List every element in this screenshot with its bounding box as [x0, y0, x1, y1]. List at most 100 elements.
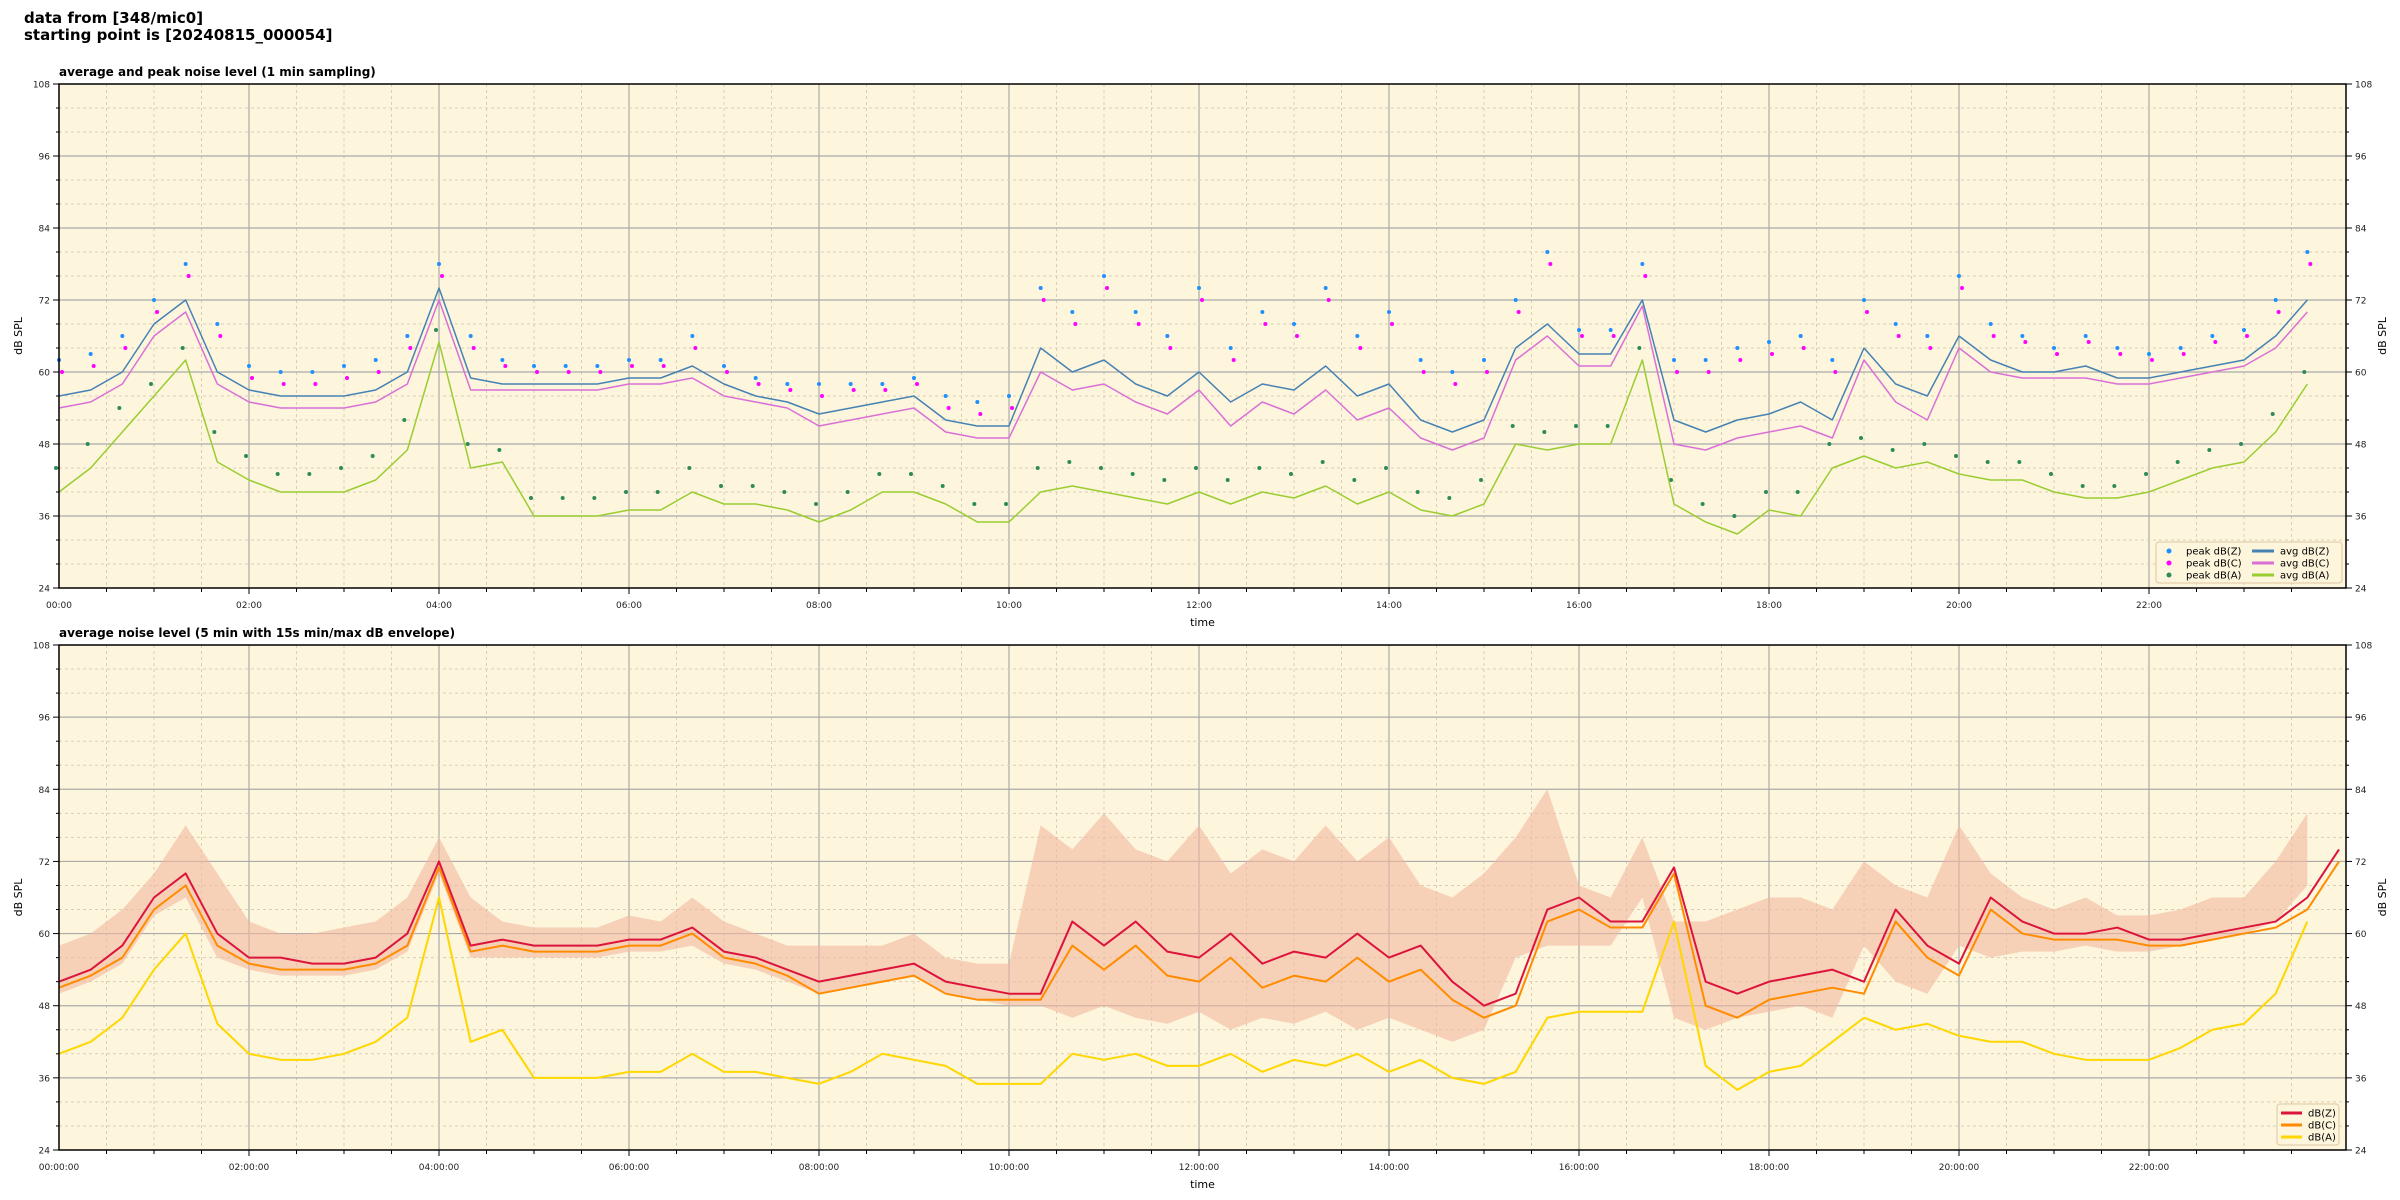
data-point — [1133, 310, 1138, 314]
y-axis-label-right: dB SPL — [2376, 878, 2389, 917]
data-point — [1387, 310, 1391, 314]
data-point — [1035, 466, 1040, 470]
data-point — [278, 370, 283, 374]
data-point — [1890, 448, 1895, 452]
x-tick-label: 12:00 — [1186, 601, 1212, 611]
data-point — [1830, 358, 1835, 362]
data-point — [630, 364, 634, 368]
data-point — [1200, 298, 1204, 302]
data-point — [817, 382, 821, 386]
data-point — [1738, 358, 1743, 362]
data-point — [719, 484, 723, 488]
data-point — [244, 454, 248, 458]
data-point — [497, 448, 502, 452]
min-max-envelope — [59, 789, 2308, 1042]
data-point — [2178, 346, 2183, 350]
data-point — [1102, 274, 1106, 278]
y-tick-label-right: 60 — [2355, 369, 2367, 379]
data-point — [529, 496, 533, 500]
data-point — [437, 262, 441, 266]
data-point — [1580, 334, 1584, 338]
legend-label: avg dB(A) — [2280, 571, 2330, 582]
data-point — [1355, 334, 1360, 338]
data-point — [1352, 478, 1357, 482]
data-point — [1485, 370, 1489, 374]
data-point — [152, 298, 156, 302]
data-point — [2118, 352, 2123, 356]
data-point — [1320, 460, 1325, 464]
x-tick-label: 06:00 — [616, 601, 642, 611]
data-point — [1605, 424, 1610, 428]
data-point — [2213, 340, 2218, 344]
data-point — [753, 376, 758, 380]
data-point — [2017, 460, 2022, 464]
legend-marker-peak-z — [2166, 548, 2172, 554]
y-tick-label-right: 36 — [2355, 513, 2367, 523]
data-point — [560, 496, 565, 500]
legend-label: avg dB(C) — [2280, 559, 2330, 570]
data-point — [313, 382, 318, 386]
data-point — [2181, 352, 2186, 356]
data-point — [1067, 460, 1072, 464]
data-point — [1706, 370, 1711, 374]
y-tick-label-right: 108 — [2355, 81, 2372, 91]
y-tick-label-right: 24 — [2355, 585, 2367, 595]
series-avg-c — [58, 299, 2308, 451]
data-point — [1795, 490, 1800, 494]
data-point — [180, 346, 185, 350]
legend: dB(Z)dB(C)dB(A) — [2276, 1103, 2340, 1146]
data-point — [1643, 274, 1648, 278]
x-tick-label: 08:00:00 — [799, 1163, 840, 1173]
y-tick-label-right: 96 — [2355, 153, 2367, 163]
data-point — [373, 358, 378, 362]
y-tick-label: 36 — [39, 1074, 51, 1084]
data-point — [1611, 334, 1616, 338]
data-point — [820, 394, 824, 398]
y-tick-label-right: 24 — [2355, 1147, 2367, 1157]
data-point — [1767, 340, 1771, 344]
data-point — [465, 442, 470, 446]
data-point — [943, 394, 948, 398]
data-point — [2242, 328, 2246, 332]
y-tick-label: 72 — [39, 297, 50, 307]
data-point — [693, 346, 698, 350]
series-c — [58, 860, 2340, 1019]
y-tick-label-right: 84 — [2355, 786, 2367, 796]
data-point — [1358, 346, 1363, 350]
data-point — [1510, 424, 1515, 428]
data-point — [2273, 298, 2278, 302]
data-point — [940, 484, 945, 488]
x-tick-label: 02:00 — [236, 601, 262, 611]
data-point — [661, 364, 666, 368]
y-tick-label-right: 108 — [2355, 642, 2372, 652]
legend-label: peak dB(Z) — [2186, 547, 2242, 558]
series-avg-z — [58, 287, 2308, 433]
legend-marker-peak-a — [2166, 572, 2172, 578]
data-point — [1960, 286, 1964, 290]
data-point — [2052, 346, 2056, 350]
x-tick-label: 12:00:00 — [1179, 1163, 1220, 1173]
series-z — [58, 848, 2340, 1007]
legend-label: peak dB(C) — [2186, 559, 2242, 570]
data-point — [471, 346, 476, 350]
data-point — [627, 358, 631, 362]
data-point — [2023, 340, 2028, 344]
data-point — [1608, 328, 1613, 332]
data-point — [342, 364, 346, 368]
data-point — [2049, 472, 2053, 476]
data-point — [1010, 406, 1014, 410]
data-point — [851, 388, 856, 392]
series-line — [58, 287, 2308, 433]
data-point — [1833, 370, 1838, 374]
data-point — [2210, 334, 2215, 338]
data-point — [535, 370, 539, 374]
data-point — [2144, 472, 2148, 476]
data-point — [1640, 262, 1645, 266]
data-point — [1168, 346, 1173, 350]
data-point — [2150, 358, 2154, 362]
data-point — [2305, 250, 2310, 254]
legend-box — [2155, 541, 2343, 584]
data-point — [1447, 496, 1452, 500]
data-point — [1073, 322, 1078, 326]
data-point — [1893, 322, 1898, 326]
